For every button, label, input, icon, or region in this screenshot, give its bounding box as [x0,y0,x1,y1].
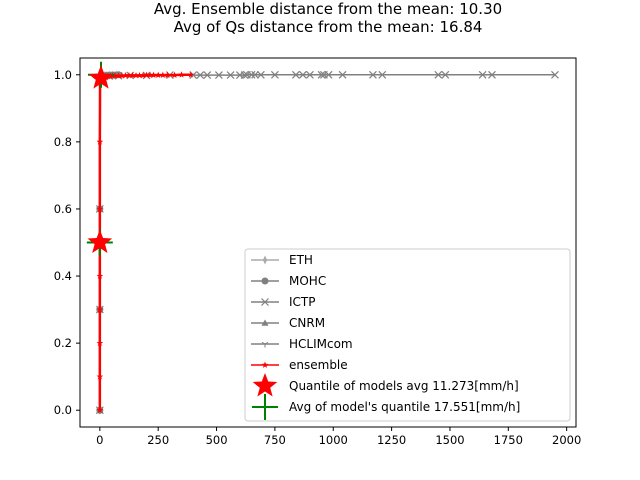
data-point-ensemble [178,71,185,78]
y-tick-label: 0.8 [54,135,72,149]
data-point-ensemble [143,71,150,78]
legend-entry-hclimcom: HCLIMcom [251,337,353,351]
data-point-ensemble [125,71,133,79]
data-point-ictp [551,70,559,79]
data-point-ensemble [150,71,157,78]
data-point-ensemble [111,72,119,79]
legend-label: CNRM [289,316,325,330]
legend-label: ICTP [289,295,315,309]
legend-label: HCLIMcom [289,337,353,351]
legend-label: ensemble [289,358,348,372]
data-point-ictp [270,70,279,79]
legend-marker [252,373,278,397]
data-point-ensemble [122,71,129,79]
data-point-ictp [317,70,326,79]
x-tick-label: 500 [206,433,228,447]
legend-entry-ictp: ICTP [251,295,315,309]
data-point-ictp [488,70,496,79]
legend-label: Avg of model's quantile 17.551[mm/h] [289,400,520,414]
x-tick-label: 0 [96,433,103,447]
data-point-ictp [247,70,256,79]
data-point-ictp [305,70,314,79]
data-point-ensemble [187,71,195,78]
data-point-ictp [240,71,249,80]
legend: ETH MOHC ICTP CNRM HCLIMcom ensemble Quantile … [244,248,571,422]
data-point-ictp [478,70,487,79]
data-point-ictp [338,70,347,79]
axes-frame [79,57,577,428]
data-point-ictp [256,70,265,79]
data-point-ictp [369,70,377,79]
y-tick-label: 0.6 [54,202,72,216]
data-point-ictp [298,70,307,79]
legend-marker [261,277,269,285]
legend-marker [261,298,269,306]
data-point-ensemble [96,406,104,414]
chart-title-line-1: Avg. Ensemble distance from the mean: 10… [153,0,503,18]
legend-entry-mohc: MOHC [251,274,326,288]
data-point-ensemble [96,373,104,380]
data-point-ensemble [129,71,136,79]
x-tick-label: 1750 [494,433,523,447]
data-point-ensemble [146,71,154,78]
data-point-ictp [441,70,450,79]
data-point-ensemble [132,71,140,79]
y-tick-label: 0.4 [54,269,72,283]
data-point-ictp [196,71,205,80]
data-point-ensemble [115,72,122,79]
data-point-ictp [434,70,443,79]
data-point-ensemble [118,72,126,79]
data-point-ensemble [139,71,147,79]
axes: 0 250 500 750 1000 1250 1500 1750 2000 0.0 0.2 0.4 0… [54,68,582,447]
data-point-ictp [378,70,387,79]
x-tick-label: 1250 [377,433,406,447]
data-point-ictp [291,70,300,79]
legend-entry-eth: ETH [251,253,313,267]
quantile-models-avg-markers [87,65,114,254]
legend-marker [261,341,269,348]
y-tick-label: 0.2 [54,336,72,350]
data-point-ictp [251,70,259,79]
quantile-marker [87,229,113,254]
legend-entry-ensemble: ensemble [251,358,348,372]
chart-title-line-2: Avg of Qs distance from the mean: 16.84 [173,18,483,36]
data-point-ensemble [171,71,178,78]
x-tick-label: 2000 [552,433,581,447]
data-point-ensemble [154,71,162,78]
y-tick-label: 1.0 [54,68,72,82]
plot-area [86,61,559,415]
legend-label: ETH [289,253,313,267]
x-tick-label: 1500 [435,433,464,447]
data-point-ensemble [159,71,167,78]
legend-entry-cnrm: CNRM [251,316,325,330]
data-point-ensemble [96,306,104,313]
data-point-ensemble [96,339,104,346]
legend-label: MOHC [289,274,326,288]
x-tick-label: 1000 [319,433,348,447]
legend-marker [261,361,269,368]
data-point-ensemble [136,71,143,79]
data-point-ensemble [96,205,104,212]
y-tick-label: 0.0 [54,403,72,417]
data-point-ensemble [96,272,104,279]
data-point-ictp [214,71,223,80]
data-point-ictp [226,71,235,80]
legend-label: Quantile of models avg 11.273[mm/h] [289,379,519,393]
legend-marker [261,319,269,326]
data-point-ensemble [164,71,171,78]
legend-entry-quantile-of-models-avg-11-273-mm-h-: Quantile of models avg 11.273[mm/h] [252,373,519,397]
legend-entry-avg-of-model-s-quantile-17-551-mm-h-: Avg of model's quantile 17.551[mm/h] [252,394,520,420]
data-point-ictp [324,70,333,79]
legend-marker [262,255,268,265]
x-tick-label: 750 [264,433,286,447]
legend-box [244,248,571,422]
x-tick-label: 250 [147,433,169,447]
series-line-ensemble [98,73,191,411]
data-point-ensemble [96,138,104,145]
quantile-marker [88,65,114,89]
legend-marker [252,394,278,420]
data-point-ictp [203,71,212,80]
